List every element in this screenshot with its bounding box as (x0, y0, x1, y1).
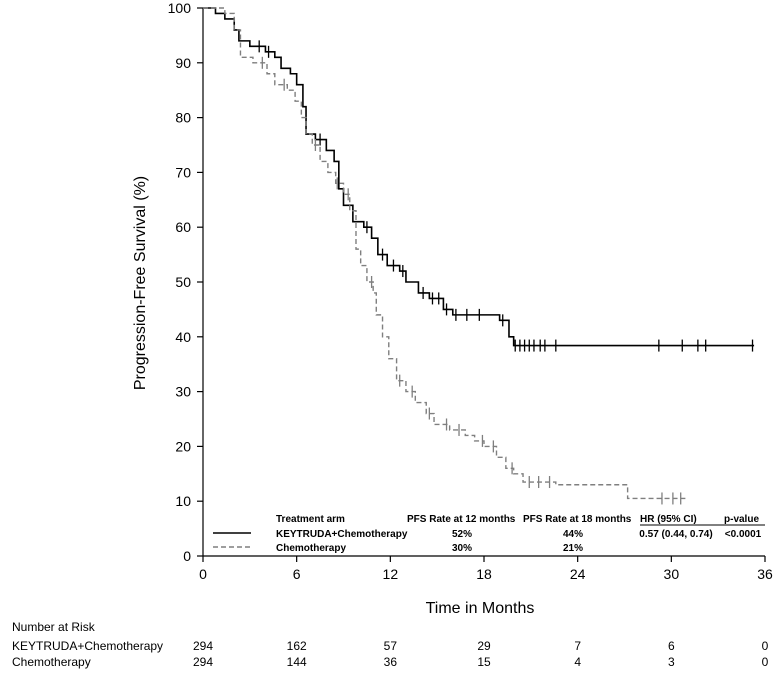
y-tick-label: 20 (175, 438, 191, 454)
legend-header: p-value (724, 514, 759, 525)
y-tick-label: 10 (175, 493, 191, 509)
y-tick-label: 60 (175, 219, 191, 235)
risk-row-label: KEYTRUDA+Chemotherapy (12, 639, 164, 653)
risk-count: 144 (286, 655, 307, 669)
series-line-keytruda-chemo (203, 7, 755, 347)
legend-header: Treatment arm (276, 514, 345, 525)
series-line-chemo (203, 7, 686, 500)
y-tick-label: 30 (175, 384, 191, 400)
x-tick-label: 24 (570, 566, 586, 582)
x-axis-title: Time in Months (426, 600, 535, 617)
risk-count: 294 (192, 639, 214, 653)
risk-count: 29 (477, 639, 491, 653)
y-tick-label: 50 (175, 274, 191, 290)
y-tick-label: 100 (168, 0, 192, 16)
risk-count: 57 (383, 639, 398, 653)
legend-pfs12-value: 30% (452, 543, 472, 554)
y-tick-label: 0 (183, 548, 191, 564)
x-tick-label: 18 (476, 566, 492, 582)
legend-header: HR (95% CI) (640, 514, 697, 525)
axes (202, 8, 765, 557)
risk-table-title: Number at Risk (12, 620, 95, 634)
risk-count: 6 (667, 639, 675, 653)
risk-count: 15 (477, 655, 491, 669)
y-tick-label: 90 (175, 55, 191, 71)
series-group (203, 7, 755, 505)
legend: Treatment arm PFS Rate at 12 months PFS Ra… (213, 514, 765, 554)
legend-header: PFS Rate at 12 months (407, 514, 516, 525)
y-tick-label: 80 (175, 110, 191, 126)
risk-count: 3 (667, 655, 675, 669)
x-tick-label: 36 (757, 566, 773, 582)
legend-pfs12-value: 52% (452, 529, 472, 540)
x-tick-label: 30 (664, 566, 680, 582)
legend-pfs18-value: 21% (563, 543, 583, 554)
legend-arm-label: KEYTRUDA+Chemotherapy (276, 529, 408, 540)
risk-count: 294 (192, 655, 214, 669)
tick-group: 0 10 20 30 40 50 60 70 80 90 100 0 6 12 18 24 30 36 (168, 0, 773, 582)
risk-count: 162 (286, 639, 307, 653)
risk-row-label: Chemotherapy (12, 655, 91, 669)
risk-count: 0 (761, 655, 769, 669)
legend-arm-label: Chemotherapy (276, 543, 346, 554)
legend-header: PFS Rate at 18 months (523, 514, 632, 525)
legend-p-value: <0.0001 (725, 529, 762, 540)
y-axis-title: Progression-Free Survival (%) (132, 176, 149, 390)
risk-count: 4 (574, 655, 581, 669)
risk-count: 36 (383, 655, 398, 669)
legend-hr-value: 0.57 (0.44, 0.74) (639, 529, 712, 540)
x-tick-label: 0 (199, 566, 207, 582)
legend-pfs18-value: 44% (563, 529, 583, 540)
x-tick-label: 6 (293, 566, 301, 582)
y-tick-label: 70 (175, 164, 191, 180)
x-tick-label: 12 (383, 566, 399, 582)
y-tick-label: 40 (175, 329, 191, 345)
risk-count: 0 (761, 639, 769, 653)
risk-count: 7 (574, 639, 581, 653)
